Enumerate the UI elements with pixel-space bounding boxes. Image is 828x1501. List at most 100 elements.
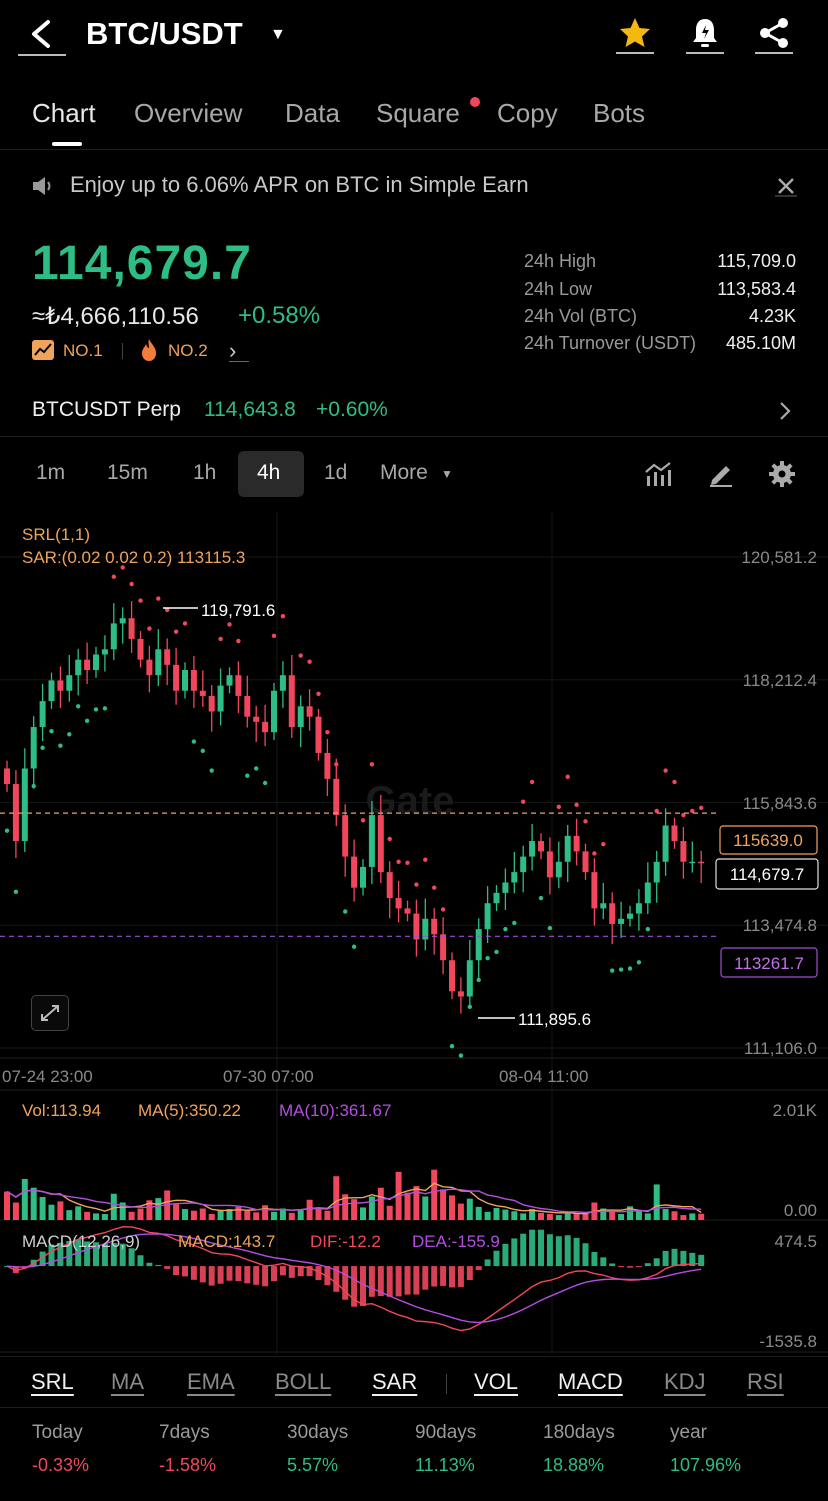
fire-icon bbox=[142, 339, 156, 361]
perf-value-7days: -1.58% bbox=[159, 1455, 217, 1475]
sar-dot bbox=[58, 743, 63, 748]
stat-label-vol: 24h Vol (BTC) bbox=[524, 306, 638, 326]
volume-bars bbox=[4, 1169, 705, 1220]
indicator-sar[interactable]: SAR bbox=[372, 1369, 418, 1394]
sar-dot bbox=[645, 926, 650, 932]
indicator-macd[interactable]: MACD bbox=[558, 1369, 623, 1394]
vol-label: Vol:113.94 bbox=[22, 1101, 101, 1120]
macd-bar bbox=[422, 1266, 429, 1290]
interval-more[interactable]: More bbox=[380, 461, 428, 484]
volume-bar bbox=[190, 1210, 197, 1220]
candlestick-chart[interactable]: Gate SRL(1,1) SAR:(0.02 0.02 0.2) 113115… bbox=[0, 512, 828, 1354]
volume-bar bbox=[297, 1210, 304, 1220]
macd-bar bbox=[93, 1242, 99, 1267]
interval-4h[interactable]: 4h bbox=[257, 461, 281, 484]
candle bbox=[128, 618, 135, 639]
candle bbox=[511, 872, 518, 883]
sar-dot bbox=[325, 730, 330, 735]
interval-15m[interactable]: 15m bbox=[107, 461, 148, 484]
interval-1d[interactable]: 1d bbox=[324, 461, 348, 484]
fullscreen-button[interactable] bbox=[31, 995, 69, 1031]
volume-bar bbox=[564, 1211, 571, 1220]
volume-bar bbox=[164, 1190, 171, 1220]
sar-dot bbox=[111, 574, 117, 579]
volume-bar bbox=[555, 1215, 562, 1220]
macd-bar bbox=[555, 1236, 562, 1267]
tab-bots[interactable]: Bots bbox=[593, 98, 646, 128]
perp-row[interactable]: BTCUSDT Perp 114,643.8 +0.60% bbox=[0, 390, 828, 432]
share-button[interactable] bbox=[755, 14, 793, 54]
perf-label-7days: 7days bbox=[159, 1422, 210, 1443]
macd-bar bbox=[110, 1243, 117, 1267]
macd-bar bbox=[244, 1266, 251, 1284]
tab-data[interactable]: Data bbox=[285, 98, 340, 128]
macd-bar bbox=[306, 1266, 313, 1277]
macd-bar bbox=[84, 1241, 91, 1267]
sar-dot bbox=[245, 773, 250, 778]
more-caret-icon[interactable]: ▼ bbox=[441, 467, 453, 481]
tab-copy[interactable]: Copy bbox=[497, 98, 558, 128]
tab-overview[interactable]: Overview bbox=[134, 98, 243, 128]
macd-bar bbox=[404, 1266, 411, 1295]
indicator-icon[interactable] bbox=[644, 460, 672, 488]
volume-bar bbox=[475, 1206, 482, 1220]
indicator-rsi[interactable]: RSI bbox=[747, 1369, 784, 1394]
macd-bar bbox=[137, 1255, 144, 1267]
macd-bar bbox=[155, 1264, 162, 1267]
indicator-divider bbox=[446, 1374, 447, 1394]
macd-bar bbox=[279, 1266, 286, 1276]
macd-bar bbox=[208, 1266, 215, 1286]
sar-dot bbox=[218, 636, 223, 642]
sar-dot bbox=[618, 967, 624, 972]
back-button[interactable] bbox=[18, 14, 66, 56]
close-icon[interactable] bbox=[775, 175, 797, 197]
indicator-tabs: SRL MA EMA BOLL SAR VOL MACD KDJ RSI bbox=[0, 1356, 828, 1408]
interval-1m[interactable]: 1m bbox=[36, 461, 66, 484]
volume-bar bbox=[449, 1195, 455, 1220]
tab-square[interactable]: Square bbox=[376, 98, 460, 128]
rank-badge-1[interactable]: NO.1 bbox=[63, 341, 103, 360]
pair-dropdown-icon[interactable]: ▼ bbox=[270, 26, 286, 43]
tab-chart[interactable]: Chart bbox=[32, 98, 96, 128]
stat-value-vol: 4.23K bbox=[748, 306, 796, 326]
macd-bar bbox=[511, 1238, 518, 1267]
indicator-vol[interactable]: VOL bbox=[474, 1369, 519, 1394]
volume-bar bbox=[386, 1205, 393, 1220]
sar-dot bbox=[627, 966, 633, 971]
indicator-ma[interactable]: MA bbox=[111, 1369, 144, 1394]
indicator-srl[interactable]: SRL bbox=[31, 1369, 74, 1394]
macd-bar bbox=[39, 1251, 46, 1267]
sar-dot bbox=[547, 925, 553, 931]
pair-title[interactable]: BTC/USDT bbox=[86, 16, 243, 51]
interval-1h[interactable]: 1h bbox=[193, 461, 217, 484]
macd-bar bbox=[457, 1266, 464, 1287]
macd-bar bbox=[635, 1266, 642, 1268]
last-price: 114,679.7 bbox=[32, 237, 252, 290]
favorite-button[interactable] bbox=[616, 14, 654, 54]
price-alert-button[interactable] bbox=[686, 14, 724, 54]
macd-bar bbox=[190, 1266, 197, 1280]
indicator-kdj[interactable]: KDJ bbox=[664, 1369, 706, 1394]
candle bbox=[368, 815, 375, 867]
volume-bar bbox=[644, 1213, 651, 1220]
promo-banner[interactable]: Enjoy up to 6.06% APR on BTC in Simple E… bbox=[0, 160, 828, 212]
candle bbox=[520, 856, 527, 873]
indicator-ema[interactable]: EMA bbox=[187, 1369, 235, 1394]
volume-bar bbox=[422, 1196, 429, 1220]
candle bbox=[449, 960, 455, 992]
candle bbox=[698, 861, 705, 864]
candle bbox=[75, 659, 82, 676]
volume-bar bbox=[75, 1206, 82, 1220]
volume-bar bbox=[360, 1207, 366, 1220]
indicator-boll[interactable]: BOLL bbox=[275, 1369, 332, 1394]
draw-icon[interactable] bbox=[707, 460, 735, 488]
rank-more-icon[interactable]: › bbox=[229, 338, 249, 363]
volume-bar bbox=[368, 1196, 375, 1220]
candle bbox=[110, 623, 117, 650]
rank-badge-2[interactable]: NO.2 bbox=[168, 341, 208, 360]
settings-icon[interactable] bbox=[768, 460, 796, 488]
volume-bar bbox=[66, 1210, 73, 1220]
candle bbox=[244, 695, 251, 717]
candle bbox=[591, 872, 598, 909]
sar-dot bbox=[209, 768, 214, 773]
